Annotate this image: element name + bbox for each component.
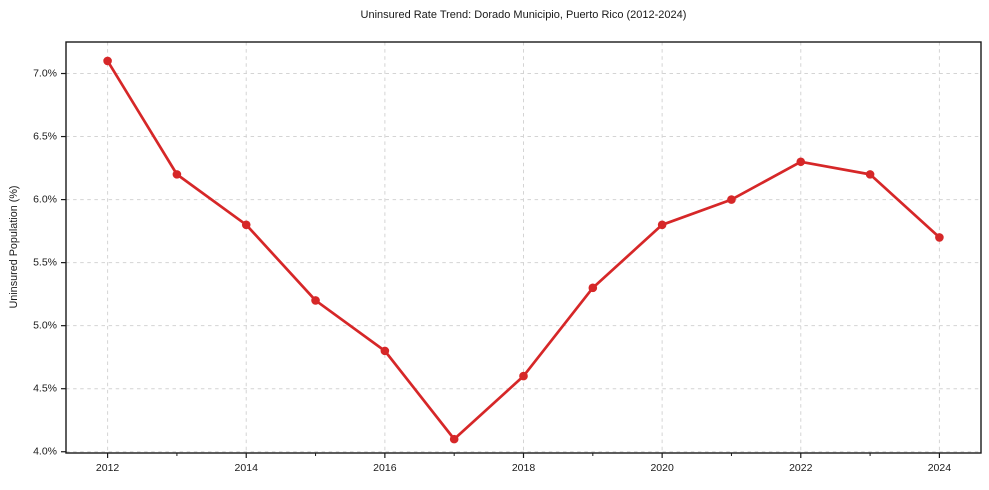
- data-point: [172, 170, 182, 179]
- data-point: [865, 170, 875, 179]
- y-tick-label: 4.0%: [33, 446, 57, 458]
- data-point: [588, 283, 598, 293]
- y-tick-label: 4.5%: [33, 383, 57, 395]
- y-tick-label: 5.0%: [33, 320, 57, 332]
- data-point: [241, 220, 251, 230]
- x-tick-label: 2020: [650, 462, 674, 474]
- chart-title: Uninsured Rate Trend: Dorado Municipio, …: [360, 9, 687, 21]
- x-tick-label: 2022: [789, 462, 813, 474]
- data-point: [449, 434, 459, 444]
- y-tick-label: 6.0%: [33, 194, 57, 206]
- data-point: [519, 371, 528, 381]
- x-tick-label: 2018: [512, 462, 536, 474]
- x-tick-label: 2012: [96, 462, 120, 474]
- data-point: [657, 220, 667, 230]
- y-tick-label: 5.5%: [33, 257, 57, 269]
- data-point: [727, 195, 736, 204]
- x-tick-label: 2014: [235, 462, 259, 474]
- data-point: [935, 233, 944, 242]
- y-tick-label: 6.5%: [33, 131, 57, 143]
- data-point: [380, 346, 390, 356]
- y-tick-label: 7.0%: [33, 68, 57, 80]
- data-point: [796, 157, 806, 167]
- x-tick-label: 2016: [373, 462, 397, 474]
- data-point: [103, 56, 112, 66]
- data-point: [311, 296, 320, 305]
- x-tick-label: 2024: [928, 462, 952, 474]
